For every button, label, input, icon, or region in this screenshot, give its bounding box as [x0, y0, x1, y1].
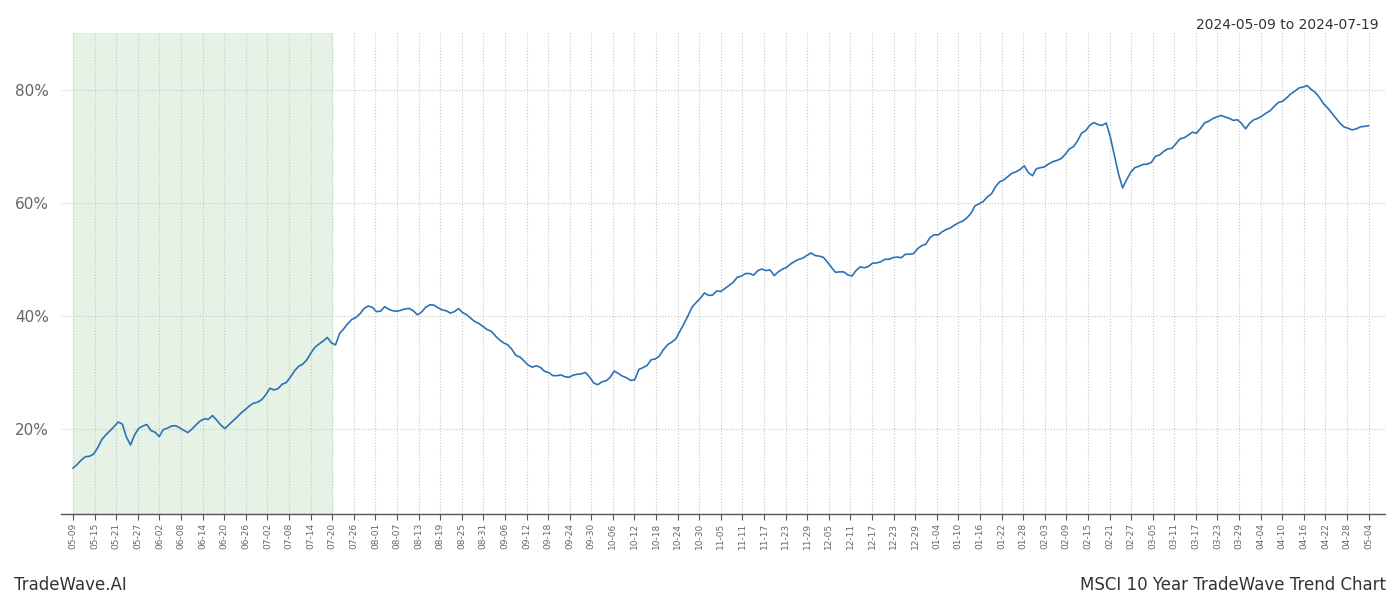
Text: MSCI 10 Year TradeWave Trend Chart: MSCI 10 Year TradeWave Trend Chart — [1079, 576, 1386, 594]
Bar — [73, 33, 332, 514]
Text: 2024-05-09 to 2024-07-19: 2024-05-09 to 2024-07-19 — [1197, 18, 1379, 32]
Text: TradeWave.AI: TradeWave.AI — [14, 576, 127, 594]
